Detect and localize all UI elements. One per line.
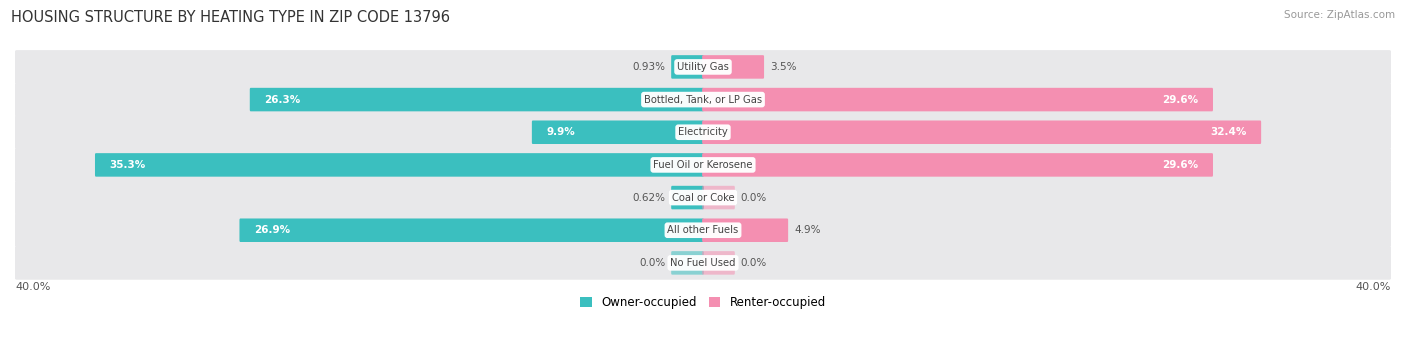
Text: 35.3%: 35.3% xyxy=(110,160,146,170)
Text: Coal or Coke: Coal or Coke xyxy=(672,193,734,203)
FancyBboxPatch shape xyxy=(671,186,704,209)
Text: 9.9%: 9.9% xyxy=(547,127,575,137)
Text: 0.0%: 0.0% xyxy=(741,258,768,268)
Text: 26.9%: 26.9% xyxy=(254,225,290,235)
FancyBboxPatch shape xyxy=(702,251,735,275)
Text: 40.0%: 40.0% xyxy=(1355,282,1391,292)
Text: Utility Gas: Utility Gas xyxy=(678,62,728,72)
Text: 0.93%: 0.93% xyxy=(633,62,665,72)
FancyBboxPatch shape xyxy=(14,115,1392,149)
Text: HOUSING STRUCTURE BY HEATING TYPE IN ZIP CODE 13796: HOUSING STRUCTURE BY HEATING TYPE IN ZIP… xyxy=(11,10,450,25)
FancyBboxPatch shape xyxy=(702,219,789,242)
FancyBboxPatch shape xyxy=(702,55,763,79)
FancyBboxPatch shape xyxy=(14,213,1392,247)
FancyBboxPatch shape xyxy=(14,246,1392,280)
FancyBboxPatch shape xyxy=(96,153,704,177)
FancyBboxPatch shape xyxy=(671,251,704,275)
FancyBboxPatch shape xyxy=(239,219,704,242)
FancyBboxPatch shape xyxy=(14,83,1392,116)
FancyBboxPatch shape xyxy=(702,88,1213,112)
FancyBboxPatch shape xyxy=(14,181,1392,214)
Text: 0.0%: 0.0% xyxy=(638,258,665,268)
Text: 4.9%: 4.9% xyxy=(794,225,821,235)
Text: Bottled, Tank, or LP Gas: Bottled, Tank, or LP Gas xyxy=(644,94,762,105)
Legend: Owner-occupied, Renter-occupied: Owner-occupied, Renter-occupied xyxy=(579,296,827,309)
Text: 29.6%: 29.6% xyxy=(1163,160,1198,170)
FancyBboxPatch shape xyxy=(702,186,735,209)
FancyBboxPatch shape xyxy=(671,55,704,79)
FancyBboxPatch shape xyxy=(250,88,704,112)
Text: All other Fuels: All other Fuels xyxy=(668,225,738,235)
FancyBboxPatch shape xyxy=(14,148,1392,182)
Text: 29.6%: 29.6% xyxy=(1163,94,1198,105)
FancyBboxPatch shape xyxy=(531,120,704,144)
FancyBboxPatch shape xyxy=(702,120,1261,144)
FancyBboxPatch shape xyxy=(14,50,1392,84)
Text: Fuel Oil or Kerosene: Fuel Oil or Kerosene xyxy=(654,160,752,170)
Text: Electricity: Electricity xyxy=(678,127,728,137)
Text: 40.0%: 40.0% xyxy=(15,282,51,292)
FancyBboxPatch shape xyxy=(702,153,1213,177)
Text: 32.4%: 32.4% xyxy=(1211,127,1247,137)
Text: 0.62%: 0.62% xyxy=(633,193,665,203)
Text: 0.0%: 0.0% xyxy=(741,193,768,203)
Text: No Fuel Used: No Fuel Used xyxy=(671,258,735,268)
Text: 3.5%: 3.5% xyxy=(770,62,797,72)
Text: 26.3%: 26.3% xyxy=(264,94,301,105)
Text: Source: ZipAtlas.com: Source: ZipAtlas.com xyxy=(1284,10,1395,20)
